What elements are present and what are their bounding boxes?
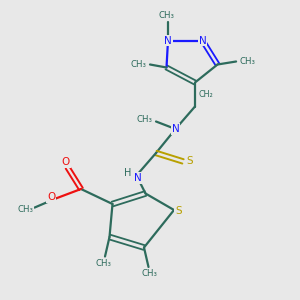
Text: N: N: [172, 124, 179, 134]
Text: S: S: [175, 206, 182, 217]
Text: CH₃: CH₃: [136, 116, 153, 124]
Text: CH₃: CH₃: [158, 11, 175, 20]
Text: CH₃: CH₃: [239, 57, 256, 66]
Text: O: O: [62, 157, 70, 167]
Text: N: N: [134, 173, 142, 183]
Text: CH₃: CH₃: [130, 60, 147, 69]
Text: CH₃: CH₃: [17, 205, 34, 214]
Text: H: H: [124, 167, 132, 178]
Text: O: O: [47, 192, 55, 202]
Text: CH₃: CH₃: [142, 269, 158, 278]
Text: S: S: [186, 156, 193, 167]
Text: N: N: [199, 35, 206, 46]
Text: N: N: [164, 35, 172, 46]
Text: CH₃: CH₃: [95, 259, 112, 268]
Text: CH₂: CH₂: [199, 90, 213, 99]
